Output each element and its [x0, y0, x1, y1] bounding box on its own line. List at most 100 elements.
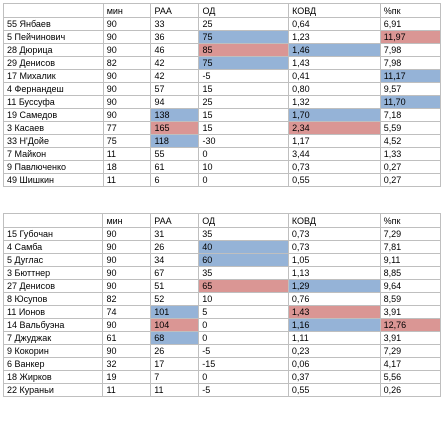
cell-raa: 52	[150, 292, 200, 306]
cell-player-name: 11 Буссуфа	[3, 95, 104, 109]
cell-raa: 26	[150, 240, 200, 254]
cell-player-name: 7 Майкон	[3, 147, 104, 161]
cell-raa: 165	[150, 121, 200, 135]
cell-player-name: 3 Касаев	[3, 121, 104, 135]
cell-minutes: 90	[102, 17, 152, 31]
cell-raa: 7	[150, 370, 200, 384]
cell-player-name: 9 Кокорин	[2, 344, 104, 358]
cell-pk-percent: 7,29	[379, 227, 441, 241]
cell-od: 35	[198, 227, 289, 241]
cell-raa: 68	[150, 331, 200, 345]
table-row: 4 Самба 90 26 40 0,73 7,81	[2, 240, 441, 254]
cell-od: 85	[198, 43, 290, 57]
cell-player-name: 7 Джуджак	[2, 331, 104, 345]
table-row: 6 Ванкер 32 17 -15 0,06 4,17	[2, 357, 441, 371]
cell-kovd: 0,80	[288, 82, 381, 96]
cell-kovd: 0,73	[287, 227, 381, 241]
cell-kovd: 1,16	[287, 318, 381, 332]
cell-kovd: 1,05	[287, 253, 381, 267]
table-row: 9 Павлюченко 18 61 10 0,73 0,27	[3, 160, 441, 174]
header-cell-player-name	[2, 213, 104, 228]
cell-raa: 51	[150, 279, 200, 293]
cell-od: -15	[198, 357, 289, 371]
cell-pk-percent: 4,17	[379, 357, 441, 371]
header-cell-minutes: мин	[102, 213, 152, 228]
cell-raa: 94	[150, 95, 200, 109]
cell-raa: 138	[150, 108, 200, 122]
cell-pk-percent: 0,26	[379, 383, 441, 397]
cell-pk-percent: 1,33	[379, 147, 441, 161]
cell-raa: 118	[150, 134, 200, 148]
cell-minutes: 90	[102, 253, 152, 267]
cell-od: 15	[198, 82, 290, 96]
cell-kovd: 0,06	[287, 357, 381, 371]
header-cell-pk-percent: %пк	[379, 213, 441, 228]
cell-player-name: 15 Губочан	[2, 227, 104, 241]
cell-kovd: 3,44	[288, 147, 381, 161]
cell-pk-percent: 8,59	[379, 292, 441, 306]
cell-minutes: 77	[102, 121, 152, 135]
cell-kovd: 1,11	[287, 331, 381, 345]
cell-raa: 46	[150, 43, 200, 57]
cell-od: 15	[198, 121, 290, 135]
cell-pk-percent: 0,27	[379, 160, 441, 174]
cell-minutes: 75	[102, 134, 152, 148]
cell-player-name: 33 Н'Дойе	[3, 134, 104, 148]
header-cell-pk-percent: %пк	[379, 3, 441, 18]
cell-od: 0	[198, 173, 290, 187]
table-row: 7 Майкон 11 55 0 3,44 1,33	[3, 147, 441, 161]
cell-kovd: 2,34	[288, 121, 381, 135]
table-row: 18 Жирков 19 7 0 0,37 5,56	[2, 370, 441, 384]
cell-od: 15	[198, 108, 290, 122]
cell-pk-percent: 4,52	[379, 134, 441, 148]
cell-minutes: 90	[102, 279, 152, 293]
cell-minutes: 90	[102, 82, 152, 96]
cell-player-name: 55 Янбаев	[3, 17, 104, 31]
cell-kovd: 1,43	[287, 305, 381, 319]
cell-pk-percent: 8,85	[379, 266, 441, 280]
table-row: 11 Ионов 74 101 5 1,43 3,91	[2, 305, 441, 319]
stats-table-1: мин РАА ОД КОВД %пк 55 Янбаев 90 33 25 0,64 6,91 5 …	[3, 3, 441, 187]
header-cell-minutes: мин	[102, 3, 152, 18]
cell-od: 25	[198, 95, 290, 109]
header-cell-od: ОД	[198, 3, 290, 18]
table-row: 7 Джуджак 61 68 0 1,11 3,91	[2, 331, 441, 345]
cell-kovd: 0,41	[288, 69, 381, 83]
cell-pk-percent: 11,17	[379, 69, 441, 83]
cell-raa: 17	[150, 357, 200, 371]
cell-kovd: 1,43	[288, 56, 381, 70]
cell-minutes: 11	[102, 147, 152, 161]
cell-raa: 104	[150, 318, 200, 332]
cell-od: 10	[198, 292, 289, 306]
table-row: 28 Дюрица 90 46 85 1,46 7,98	[3, 43, 441, 57]
cell-raa: 57	[150, 82, 200, 96]
cell-minutes: 90	[102, 344, 152, 358]
cell-minutes: 90	[102, 108, 152, 122]
cell-pk-percent: 7,98	[379, 56, 441, 70]
header-cell-kovd: КОВД	[287, 213, 381, 228]
cell-kovd: 0,37	[287, 370, 381, 384]
cell-minutes: 61	[102, 331, 152, 345]
table-row: 27 Денисов 90 51 65 1,29 9,64	[2, 279, 441, 293]
cell-raa: 42	[150, 69, 200, 83]
cell-pk-percent: 9,57	[379, 82, 441, 96]
cell-kovd: 1,46	[288, 43, 381, 57]
cell-kovd: 0,55	[288, 173, 381, 187]
cell-minutes: 90	[102, 43, 152, 57]
cell-od: 0	[198, 318, 289, 332]
cell-kovd: 0,64	[288, 17, 381, 31]
cell-pk-percent: 7,98	[379, 43, 441, 57]
table-row: 3 Касаев 77 165 15 2,34 5,59	[3, 121, 441, 135]
cell-od: 0	[198, 370, 289, 384]
table-row: 55 Янбаев 90 33 25 0,64 6,91	[3, 17, 441, 31]
cell-kovd: 1,13	[287, 266, 381, 280]
table-row: 17 Михалик 90 42 -5 0,41 11,17	[3, 69, 441, 83]
table-row: 9 Кокорин 90 26 -5 0,23 7,29	[2, 344, 441, 358]
cell-minutes: 90	[102, 318, 152, 332]
cell-player-name: 4 Фернандеш	[3, 82, 104, 96]
cell-pk-percent: 0,27	[379, 173, 441, 187]
cell-od: 0	[198, 147, 290, 161]
cell-raa: 33	[150, 17, 200, 31]
cell-raa: 34	[150, 253, 200, 267]
cell-pk-percent: 12,76	[379, 318, 441, 332]
